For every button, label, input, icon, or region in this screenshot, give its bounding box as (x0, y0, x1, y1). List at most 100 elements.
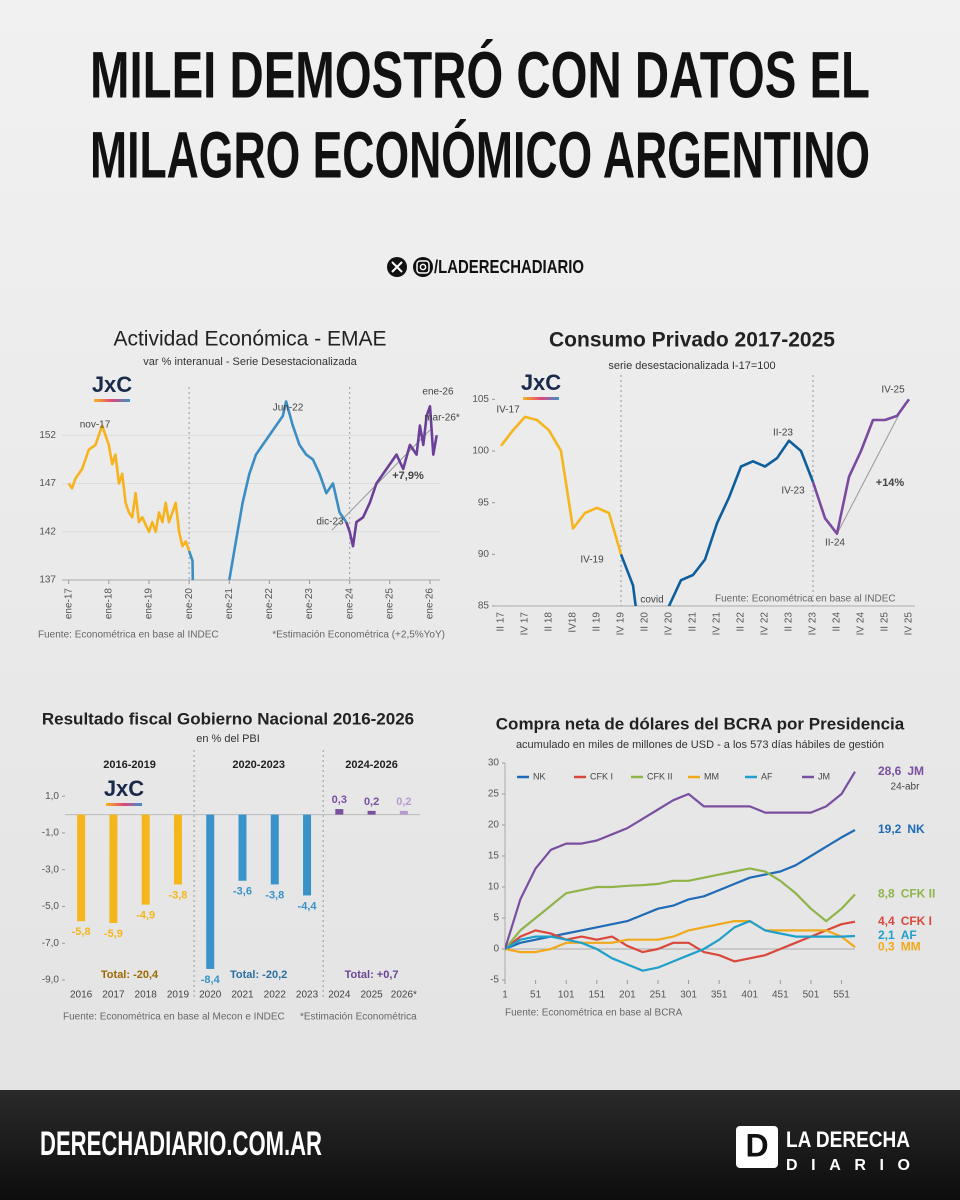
value-label: -4,9 (136, 910, 155, 922)
annotation: +14% (876, 477, 905, 489)
end-series-label: MM (901, 939, 921, 953)
x-tick-label: II 23 (784, 612, 795, 632)
x-tick-label: ene-26 (425, 588, 436, 620)
line-series (187, 400, 348, 580)
group-total: Total: -20,4 (101, 969, 159, 981)
chart-panel: Actividad Económica - EMAE var % interanu… (38, 328, 460, 641)
x-tick-label: 1 (502, 990, 508, 1001)
end-series-label: NK (907, 822, 925, 836)
x-tick-label: 251 (650, 990, 667, 1001)
group-label: 2016-2019 (103, 759, 156, 771)
line-series (505, 920, 856, 972)
line-series (67, 424, 191, 552)
chart-subtitle: serie desestacionalizada I-17=100 (608, 360, 775, 372)
y-tick-label: -3,0 (42, 864, 60, 875)
group-label: 2020-2023 (232, 759, 285, 771)
logo: JxC (521, 370, 561, 395)
x-tick-label: 2020 (199, 990, 222, 1001)
x-tick-label: II 24 (832, 612, 843, 632)
logo: JxC (92, 372, 132, 397)
chart-panel: Consumo Privado 2017-2025 serie desestaci… (472, 329, 915, 636)
bar (303, 814, 312, 896)
legend-label: AF (761, 771, 773, 781)
group-label: 2024-2026 (345, 759, 398, 771)
bar (238, 814, 247, 881)
x-tick-label: 101 (558, 990, 575, 1001)
x-tick-label: 2022 (264, 990, 287, 1001)
bar (335, 809, 344, 815)
annotation: +7,9% (392, 470, 424, 482)
bar (77, 814, 86, 922)
chart-title: Resultado fiscal Gobierno Nacional 2016-… (42, 709, 414, 728)
y-tick-label: 30 (488, 758, 500, 769)
source-note: Fuente: Econométrica en base al BCRA (505, 1008, 683, 1019)
line-series (345, 405, 438, 548)
x-tick-label: IV 17 (520, 612, 531, 636)
line-series (505, 867, 856, 950)
x-tick-label: II 19 (592, 612, 603, 632)
y-tick-label: 0 (493, 944, 499, 955)
chart-subtitle: acumulado en miles de millones de USD - … (516, 739, 884, 751)
x-tick-label: 551 (833, 990, 850, 1001)
x-tick-label: II 25 (880, 612, 891, 632)
bar (270, 814, 279, 885)
x-tick-label: 2025 (360, 990, 383, 1001)
x-tick-label: 2026* (391, 990, 417, 1001)
x-tick-label: IV 19 (616, 612, 627, 636)
x-tick-label: 51 (530, 990, 542, 1001)
legend-label: NK (533, 771, 546, 781)
y-tick-label: -9,0 (42, 975, 60, 986)
x-tick-label: II 20 (640, 612, 651, 632)
end-value-label: 28,6 (878, 764, 902, 778)
x-tick-label: 201 (619, 990, 636, 1001)
value-label: -3,8 (265, 889, 284, 901)
line-series (499, 415, 623, 555)
x-tick-label: IV 23 (808, 612, 819, 636)
end-series-label: AF (901, 928, 917, 942)
annotation: IV-17 (496, 405, 520, 416)
x-tick-label: 151 (588, 990, 605, 1001)
x-tick-label: ene-23 (304, 588, 315, 620)
source-note: Fuente: Econométrica en base al INDEC (38, 630, 219, 641)
chart-title: Compra neta de dólares del BCRA por Pres… (496, 714, 905, 733)
x-tick-label: ene-18 (103, 588, 114, 620)
y-tick-label: 137 (39, 575, 56, 586)
annotation: 24-abr (891, 782, 921, 793)
x-tick-label: IV 20 (664, 612, 675, 636)
x-tick-label: ene-22 (264, 588, 275, 620)
x-tick-label: 2018 (135, 990, 158, 1001)
source-note: *Estimación Econométrica (300, 1012, 417, 1023)
bar (399, 810, 408, 815)
footer-site: DERECHADIARIO.COM.AR (40, 1125, 322, 1163)
headline: MILAGRO ECONÓMICO ARGENTINO (90, 117, 870, 191)
value-label: -8,4 (201, 974, 221, 986)
logo: JxC (104, 776, 144, 801)
y-tick-label: 5 (493, 913, 499, 924)
end-series-label: CFK II (901, 887, 936, 901)
line-series (505, 829, 856, 951)
line-series (619, 439, 815, 606)
y-tick-label: -1,0 (42, 828, 60, 839)
annotation: mar-26* (424, 413, 460, 424)
x-tick-label: IV 22 (760, 612, 771, 636)
y-tick-label: -7,0 (42, 938, 60, 949)
legend-label: CFK I (590, 771, 613, 781)
trend-line (331, 429, 431, 531)
annotation: II-24 (825, 538, 845, 549)
line-series (811, 398, 911, 535)
x-tick-label: ene-24 (344, 588, 355, 620)
end-value-label: 2,1 (878, 928, 895, 942)
brand-logo: D (736, 1126, 778, 1168)
y-tick-label: 147 (39, 478, 56, 489)
x-tick-label: 501 (803, 990, 820, 1001)
x-tick-label: ene-17 (63, 588, 74, 620)
x-tick-label: 2023 (296, 990, 319, 1001)
y-tick-label: 90 (478, 549, 490, 560)
y-tick-label: -5,0 (42, 901, 60, 912)
chart-subtitle: en % del PBI (196, 733, 260, 745)
annotation: nov-17 (80, 420, 111, 431)
value-label: -3,6 (233, 886, 252, 898)
x-tick-label: 401 (741, 990, 758, 1001)
x-tick-label: IV 25 (904, 612, 915, 636)
